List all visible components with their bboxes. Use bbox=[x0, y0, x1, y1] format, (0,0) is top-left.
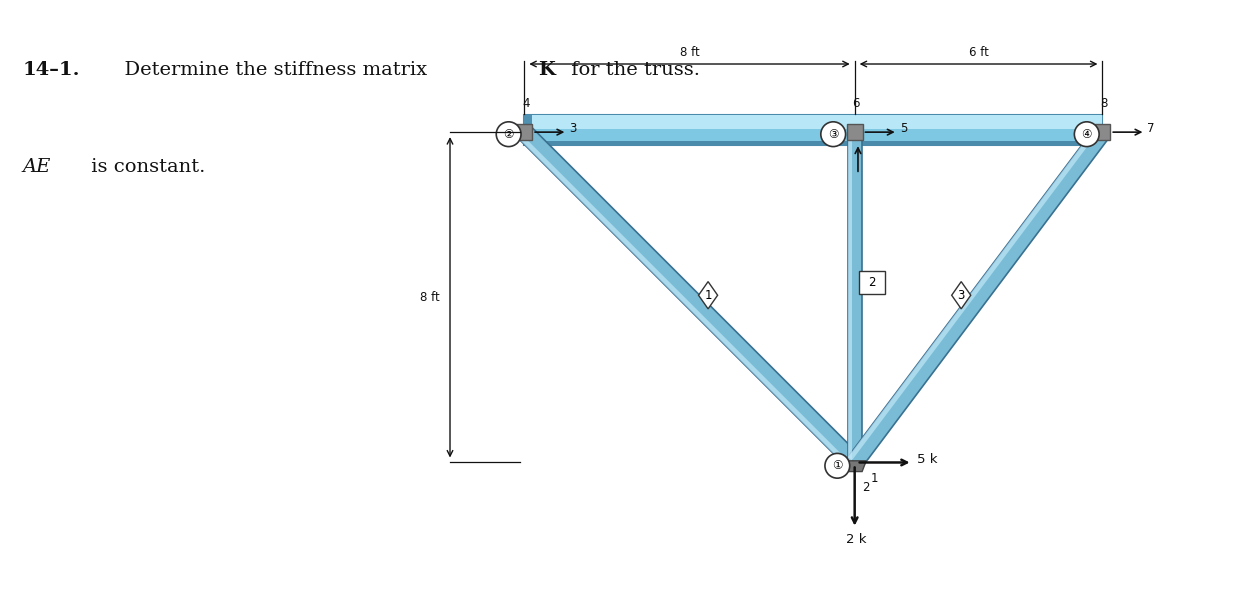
Text: 1: 1 bbox=[872, 472, 879, 484]
Text: is constant.: is constant. bbox=[85, 158, 205, 176]
Polygon shape bbox=[951, 282, 971, 309]
Text: 14–1.: 14–1. bbox=[22, 61, 80, 79]
Polygon shape bbox=[524, 115, 1102, 129]
Bar bbox=[859, 271, 885, 294]
Text: ④: ④ bbox=[1082, 127, 1092, 141]
Polygon shape bbox=[848, 132, 862, 463]
Text: 6 ft: 6 ft bbox=[969, 46, 989, 59]
Polygon shape bbox=[848, 132, 852, 463]
Text: 4: 4 bbox=[522, 97, 529, 109]
Text: 5 k: 5 k bbox=[918, 453, 937, 466]
Bar bbox=[1094, 124, 1111, 140]
Polygon shape bbox=[518, 135, 853, 469]
Text: ①: ① bbox=[832, 459, 843, 472]
Polygon shape bbox=[524, 115, 532, 144]
Text: ②: ② bbox=[503, 127, 514, 141]
Text: 6: 6 bbox=[853, 97, 860, 109]
Text: 2: 2 bbox=[863, 481, 870, 493]
Text: 3: 3 bbox=[569, 121, 576, 135]
Text: 2: 2 bbox=[868, 276, 875, 290]
Text: 8 ft: 8 ft bbox=[680, 46, 700, 59]
Polygon shape bbox=[518, 126, 860, 469]
Text: 2 k: 2 k bbox=[847, 534, 867, 546]
Polygon shape bbox=[698, 282, 717, 309]
Polygon shape bbox=[848, 127, 1109, 467]
Text: Determine the stiffness matrix: Determine the stiffness matrix bbox=[112, 61, 433, 79]
Polygon shape bbox=[524, 141, 1102, 144]
Bar bbox=[847, 124, 863, 140]
Polygon shape bbox=[843, 461, 867, 472]
Bar bbox=[517, 124, 532, 140]
Text: 5: 5 bbox=[900, 121, 908, 135]
Circle shape bbox=[1074, 122, 1099, 146]
Text: for the truss.: for the truss. bbox=[565, 61, 700, 79]
Text: AE: AE bbox=[22, 158, 51, 176]
Text: ③: ③ bbox=[828, 127, 838, 141]
Text: K: K bbox=[538, 61, 555, 79]
Text: 1: 1 bbox=[705, 289, 712, 302]
Circle shape bbox=[825, 453, 850, 478]
Text: 3: 3 bbox=[957, 289, 965, 302]
Polygon shape bbox=[848, 127, 1099, 460]
Text: 7: 7 bbox=[1148, 121, 1155, 135]
Text: 8 ft: 8 ft bbox=[420, 291, 439, 304]
Text: 8: 8 bbox=[1101, 97, 1108, 109]
Circle shape bbox=[820, 122, 845, 146]
Circle shape bbox=[497, 122, 520, 146]
Polygon shape bbox=[524, 115, 1102, 144]
